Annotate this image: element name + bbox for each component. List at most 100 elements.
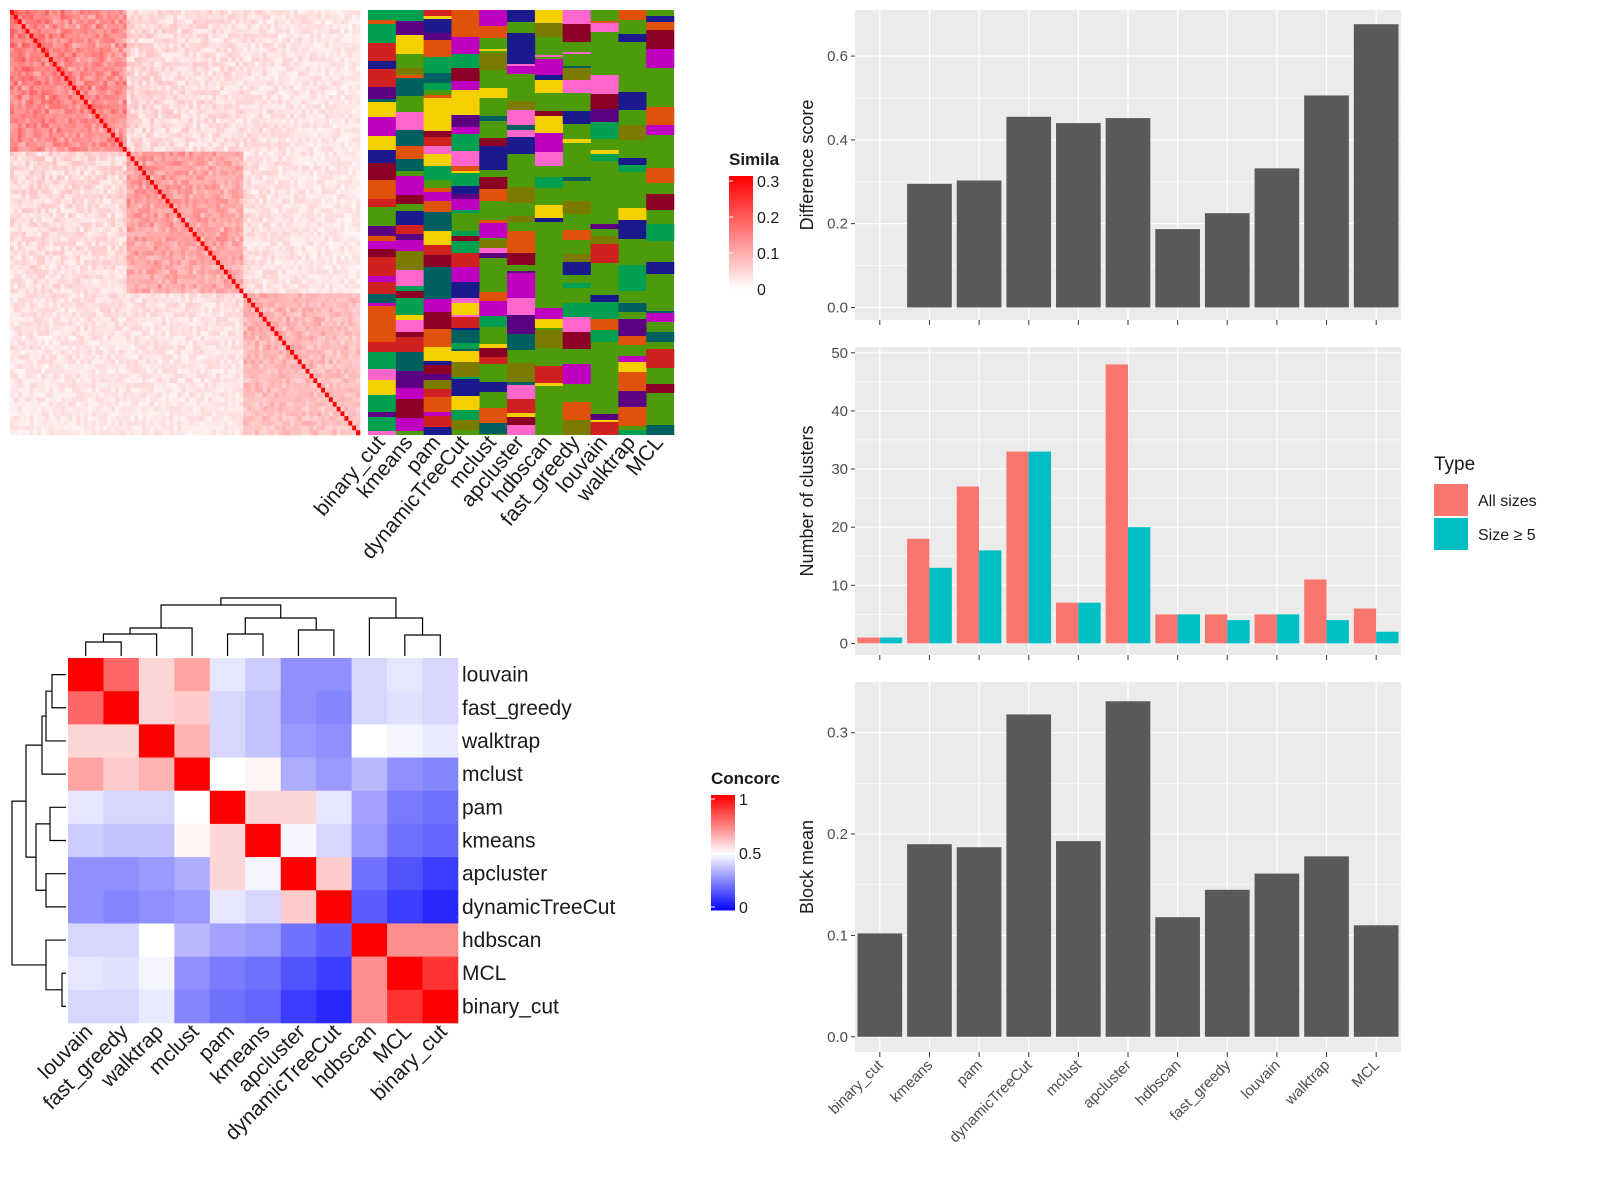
similarity-cell	[220, 118, 225, 124]
similarity-cell	[181, 132, 186, 138]
similarity-cell	[274, 260, 279, 266]
similarity-cell	[340, 227, 345, 233]
similarity-cell	[247, 38, 252, 44]
similarity-cell	[243, 38, 248, 44]
similarity-cell	[157, 71, 162, 77]
similarity-cell	[68, 189, 73, 195]
similarity-cell	[290, 28, 295, 34]
similarity-cell	[262, 198, 267, 204]
similarity-cell	[115, 113, 120, 119]
similarity-cell	[305, 132, 310, 138]
similarity-cell	[25, 151, 30, 157]
similarity-cell	[150, 142, 155, 148]
similarity-cell	[142, 104, 147, 110]
similarity-cell	[305, 184, 310, 190]
similarity-cell	[328, 217, 334, 223]
similarity-cell	[348, 137, 353, 143]
similarity-cell	[52, 43, 57, 49]
similarity-cell	[56, 10, 61, 16]
similarity-cell	[266, 250, 271, 256]
similarity-cell	[220, 222, 225, 228]
similarity-cell	[336, 28, 341, 34]
similarity-cell	[290, 161, 295, 167]
similarity-cell	[25, 47, 30, 53]
similarity-cell	[352, 10, 357, 16]
similarity-cell	[150, 208, 155, 214]
similarity-cell	[293, 132, 299, 138]
similarity-cell	[33, 71, 38, 77]
similarity-cell	[150, 61, 155, 67]
similarity-cell	[192, 236, 197, 242]
similarity-cell	[173, 184, 178, 190]
similarity-cell	[204, 10, 209, 16]
similarity-cell	[95, 222, 100, 228]
similarity-cell	[352, 180, 357, 186]
similarity-cell	[80, 184, 85, 190]
similarity-cell	[286, 104, 291, 110]
similarity-cell	[134, 189, 139, 195]
similarity-cell	[169, 95, 174, 101]
similarity-cell	[192, 47, 197, 53]
similarity-cell	[134, 142, 139, 148]
similarity-cell	[270, 142, 275, 148]
similarity-cell	[321, 189, 326, 195]
similarity-cell	[161, 250, 166, 256]
similarity-cell	[223, 236, 229, 242]
similarity-cell	[169, 165, 174, 171]
similarity-cell	[262, 128, 267, 134]
similarity-cell	[169, 222, 174, 228]
similarity-cell	[48, 80, 54, 86]
similarity-cell	[328, 80, 334, 86]
similarity-cell	[313, 175, 318, 181]
similarity-cell	[173, 241, 178, 247]
similarity-cell	[165, 19, 170, 25]
similarity-cell	[332, 61, 337, 67]
similarity-cell	[64, 137, 69, 143]
similarity-cell	[138, 265, 143, 271]
similarity-cell	[45, 137, 50, 143]
similarity-cell	[332, 71, 337, 77]
similarity-cell	[340, 165, 345, 171]
similarity-cell	[278, 246, 283, 252]
similarity-cell	[340, 33, 345, 39]
similarity-cell	[204, 246, 209, 252]
similarity-cell	[56, 128, 61, 134]
similarity-cell	[243, 156, 248, 162]
similarity-cell	[321, 90, 326, 96]
similarity-cell	[64, 14, 69, 20]
similarity-cell	[60, 246, 65, 252]
similarity-cell	[95, 113, 100, 119]
similarity-cell	[87, 123, 92, 129]
similarity-cell	[196, 161, 201, 167]
similarity-cell	[200, 208, 205, 214]
similarity-cell	[309, 246, 314, 252]
similarity-cell	[235, 132, 240, 138]
similarity-cell	[99, 203, 104, 209]
similarity-cell	[115, 142, 120, 148]
similarity-cell	[216, 250, 221, 256]
similarity-cell	[33, 250, 38, 256]
similarity-cell	[336, 255, 341, 261]
similarity-cell	[321, 184, 326, 190]
similarity-cell	[274, 95, 279, 101]
similarity-cell	[220, 71, 225, 77]
similarity-cell	[95, 180, 100, 186]
similarity-cell	[293, 236, 299, 242]
similarity-cell	[208, 24, 213, 30]
similarity-cell	[192, 137, 197, 143]
similarity-cell	[313, 165, 318, 171]
similarity-cell	[251, 227, 256, 233]
similarity-cell	[52, 57, 57, 63]
similarity-cell	[48, 175, 54, 181]
similarity-cell	[41, 43, 46, 49]
similarity-cell	[107, 198, 112, 204]
similarity-cell	[227, 170, 232, 176]
similarity-cell	[80, 66, 85, 72]
similarity-cell	[111, 213, 116, 219]
similarity-cell	[290, 227, 295, 233]
similarity-cell	[200, 180, 205, 186]
similarity-cell	[142, 43, 147, 49]
similarity-cell	[56, 217, 61, 223]
similarity-cell	[181, 151, 186, 157]
similarity-cell	[220, 85, 225, 91]
